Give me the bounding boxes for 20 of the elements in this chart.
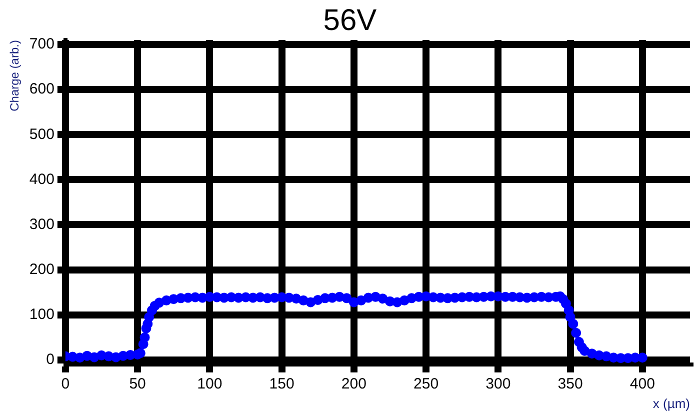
- x-tick-label: 100: [197, 376, 222, 393]
- y-tick-label: 400: [29, 170, 54, 188]
- chart-title: 56V: [323, 4, 377, 37]
- x-tick-label: 250: [414, 376, 439, 393]
- x-tick-label: 300: [486, 376, 511, 393]
- y-tick-label: 100: [29, 306, 54, 323]
- x-tick-label: 200: [341, 376, 366, 393]
- x-axis-title: x (µm): [652, 396, 690, 411]
- y-tick-label: 700: [29, 36, 54, 53]
- x-tick-label: 350: [558, 376, 583, 393]
- x-tick-label: 400: [630, 376, 655, 393]
- y-tick-label: 0: [46, 351, 54, 368]
- y-axis-title: Charge (arb.): [8, 40, 22, 112]
- y-tick-label: 300: [29, 216, 54, 233]
- x-tick-label: 50: [129, 376, 146, 393]
- y-tick-label: 200: [29, 260, 54, 278]
- y-tick-label: 600: [29, 80, 54, 98]
- y-tick-label: 500: [29, 126, 54, 143]
- x-tick-label: 0: [61, 376, 70, 393]
- x-tick-label: 150: [269, 376, 294, 393]
